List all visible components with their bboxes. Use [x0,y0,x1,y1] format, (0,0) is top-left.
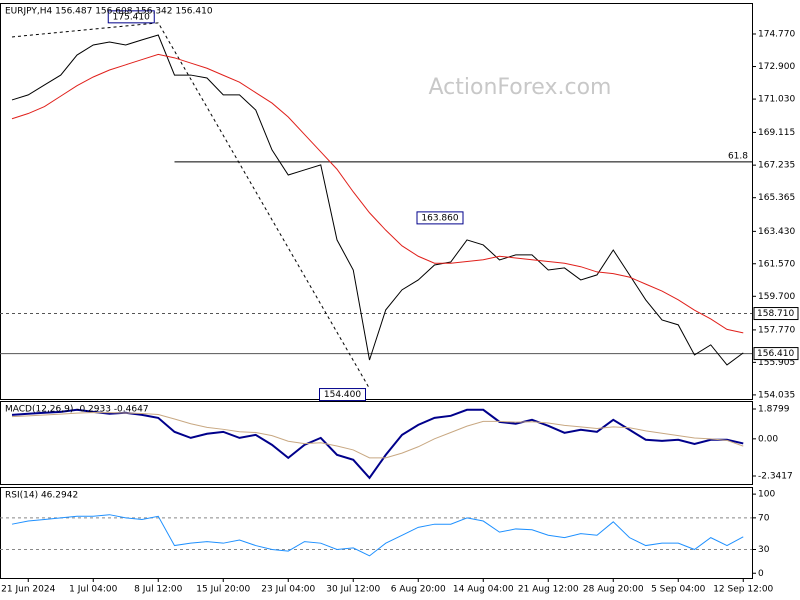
annotation-label: 175.410 [113,12,150,22]
y-tick-label: 157.770 [758,325,795,335]
series-line [11,53,744,334]
x-tick-label: 1 Jul 04:00 [69,585,118,595]
x-tick-label: 14 Aug 04:00 [453,585,514,595]
y-tick-label: 154.035 [758,390,795,400]
x-tick-label: 6 Aug 20:00 [391,585,446,595]
panel-frame [0,487,753,579]
y-tick-label: 70 [758,513,770,523]
price-label: 156.410 [757,349,794,359]
fib-label: 61.8 [728,151,748,161]
y-tick-label: 167.235 [758,161,795,171]
y-tick-label: 163.430 [758,227,795,237]
y-tick-label: 159.700 [758,292,795,302]
y-tick-label: 169.115 [758,128,795,138]
x-tick-label: 30 Jul 12:00 [326,585,380,595]
annotation-box [416,211,464,225]
y-tick-label: 0.00 [758,434,778,444]
y-tick-label: 155.905 [758,358,795,368]
watermark: ActionForex.com [429,75,612,100]
series-line [11,408,744,480]
annotation-label: 154.400 [324,390,361,400]
zigzag-line [11,22,370,389]
annotation-box [107,10,155,24]
series-line [11,411,744,459]
y-tick-label: 1.8799 [758,405,790,415]
annotation-box [319,388,366,402]
x-tick-label: 28 Aug 20:00 [583,585,644,595]
y-tick-label: 30 [758,545,770,555]
panel-title: EURJPY,H4 156.487 156.608 156.342 156.41… [5,7,213,17]
y-tick-label: 161.570 [758,259,795,269]
x-tick-label: 21 Aug 12:00 [518,585,579,595]
x-tick-label: 21 Jun 2024 [1,585,55,595]
y-tick-label: 0 [758,569,764,579]
price-box [753,347,799,361]
price-box [753,307,799,321]
panel-title: MACD(12,26,9) -0.2933 -0.4647 [5,405,149,415]
y-tick-label: 172.900 [758,62,795,72]
panel-frame [0,3,753,400]
series-line [11,514,744,557]
x-tick-label: 23 Jul 04:00 [261,585,315,595]
y-tick-label: -2.3417 [758,471,793,481]
x-tick-label: 15 Jul 20:00 [196,585,250,595]
x-tick-label: 8 Jul 12:00 [134,585,183,595]
x-tick-label: 5 Sep 04:00 [651,585,706,595]
panel-title: RSI(14) 46.2942 [5,491,78,501]
y-tick-label: 100 [758,490,775,500]
panel-frame [0,401,753,485]
y-tick-label: 174.770 [758,29,795,39]
series-line [11,34,744,366]
y-tick-label: 171.030 [758,95,795,105]
annotation-label: 163.860 [421,213,458,223]
x-tick-label: 12 Sep 12:00 [713,585,773,595]
price-label: 158.710 [757,309,794,319]
y-tick-label: 165.365 [758,193,795,203]
